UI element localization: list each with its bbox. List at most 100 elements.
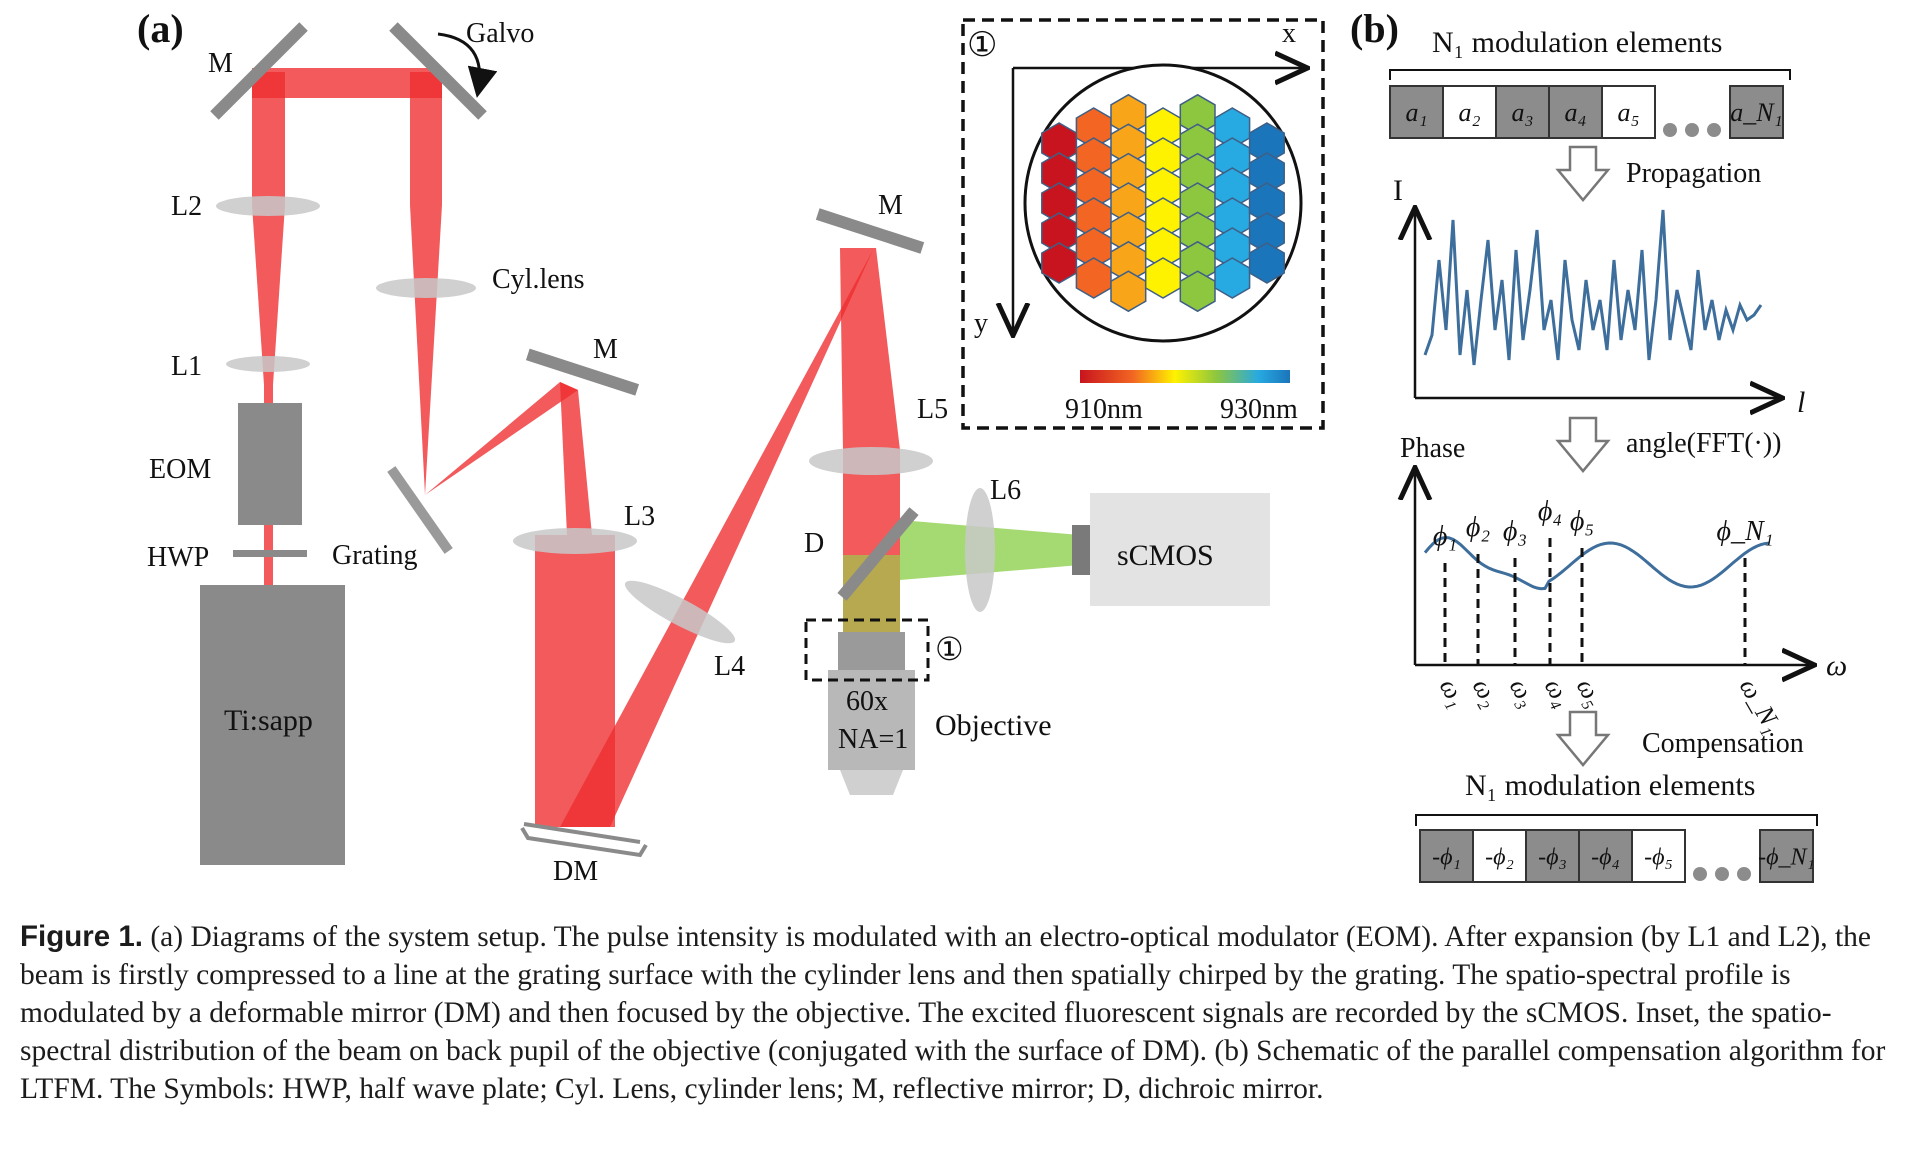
l3-label: L3 xyxy=(624,501,655,532)
lens-l6 xyxy=(965,488,995,612)
ellipsis-dot xyxy=(1715,867,1729,881)
element-label: a₁ xyxy=(1405,98,1427,127)
ellipsis-dot xyxy=(1737,867,1751,881)
element-label: -ϕ₃ xyxy=(1538,844,1567,870)
mirror-label-mid: M xyxy=(593,334,618,365)
fft-arrow xyxy=(1555,416,1611,473)
step-compensation: Compensation xyxy=(1642,728,1804,759)
laser-label: Ti:sapp xyxy=(224,704,313,737)
mirror-label-right: M xyxy=(878,190,903,221)
inset-y-label: y xyxy=(974,308,988,339)
lens-l4 xyxy=(624,580,736,644)
hexagon-grid xyxy=(1041,93,1285,313)
mirror-mid xyxy=(525,348,640,396)
freq-label: ω₁ xyxy=(1434,674,1473,712)
element-cell xyxy=(1631,829,1686,883)
hex-cell xyxy=(1248,242,1285,284)
galvo-rotation-arrow xyxy=(437,32,498,98)
position-axis-label: l xyxy=(1797,386,1805,419)
element-label: -ϕ₄ xyxy=(1591,844,1620,870)
element-cell xyxy=(1495,85,1550,139)
panel-b-label: (b) xyxy=(1350,6,1399,51)
freq-label: ω₃ xyxy=(1504,674,1543,712)
camera-label: sCMOS xyxy=(1117,539,1214,572)
freq-label: ω₅ xyxy=(1571,674,1610,712)
ellipsis-dot xyxy=(1707,123,1721,137)
top-brace xyxy=(1389,69,1791,80)
ellipsis-dot xyxy=(1663,123,1677,137)
figure-caption: Figure 1. (a) Diagrams of the system set… xyxy=(20,918,1905,1108)
wavelength-colorbar xyxy=(1080,370,1290,383)
lens-l5 xyxy=(809,447,933,475)
element-cell xyxy=(1419,829,1474,883)
panel-a-label: (a) xyxy=(137,6,184,51)
mirror-top-left xyxy=(210,22,308,120)
element-label: -ϕ₂ xyxy=(1485,844,1514,870)
inset-x-label: x xyxy=(1282,18,1296,49)
phase-label: ϕ₂ xyxy=(1466,512,1490,543)
element-cell xyxy=(1525,829,1580,883)
dichroic-mirror xyxy=(837,507,919,601)
galvo-mirror xyxy=(389,22,487,120)
lens-l1 xyxy=(226,356,310,372)
laser-beam xyxy=(252,68,900,827)
grating-label: Grating xyxy=(332,540,418,571)
phase-label: ϕ₅ xyxy=(1570,506,1594,537)
eom-box xyxy=(238,403,302,525)
l2-label: L2 xyxy=(171,191,202,222)
objective-lens-body xyxy=(828,632,915,795)
objective-na: NA=1 xyxy=(838,724,908,755)
freq-label: ω₂ xyxy=(1467,674,1506,712)
deformable-mirror xyxy=(520,822,648,858)
pupil-marker-box xyxy=(804,618,930,682)
l1-label: L1 xyxy=(171,351,202,382)
caption-body: (a) Diagrams of the system setup. The pu… xyxy=(20,921,1886,1105)
element-cell xyxy=(1389,85,1444,139)
phase-label: ϕ₃ xyxy=(1503,516,1527,547)
pupil-marker: ① xyxy=(935,631,964,667)
dm-label: DM xyxy=(553,856,598,887)
element-label: a_N₁ xyxy=(1730,98,1782,127)
wavelength-min: 910nm xyxy=(1065,394,1143,425)
phase-axis-label: Phase xyxy=(1400,433,1465,464)
caption-head: Figure 1. xyxy=(20,920,143,953)
element-label: a₃ xyxy=(1511,98,1533,127)
top-elements: a₁ a₂ a₃ a₄ a₅ a_N₁ xyxy=(1389,85,1784,139)
element-cell xyxy=(1759,829,1814,883)
compensation-arrow xyxy=(1555,710,1611,767)
phase-label: ϕ₄ xyxy=(1538,496,1562,527)
intensity-axis-label: I xyxy=(1393,174,1403,207)
grating xyxy=(387,466,453,554)
intensity-trace xyxy=(1423,209,1763,366)
laser-body xyxy=(200,585,345,865)
phase-label: ϕ_N₁ xyxy=(1717,516,1774,547)
ellipsis-dot xyxy=(1693,867,1707,881)
lens-l3 xyxy=(513,528,637,554)
hwp-label: HWP xyxy=(147,542,209,573)
l5-label: L5 xyxy=(917,394,948,425)
wavelength-max: 930nm xyxy=(1220,394,1298,425)
ellipsis-dot xyxy=(1685,123,1699,137)
cyl-lens-label: Cyl.lens xyxy=(492,264,585,295)
element-label: -ϕ₅ xyxy=(1644,844,1673,870)
camera-mount xyxy=(1072,525,1090,575)
phase-trace xyxy=(1423,535,1770,591)
mirror-label-top-left: M xyxy=(208,48,233,79)
galvo-label: Galvo xyxy=(466,18,534,49)
bottom-brace xyxy=(1415,814,1818,826)
dichroic-label: D xyxy=(804,528,824,559)
hwp-plate xyxy=(233,550,307,557)
element-label: -ϕ₁ xyxy=(1432,844,1461,870)
bottom-title: N₁ modulation elements xyxy=(1465,769,1755,802)
top-title: N₁ modulation elements xyxy=(1432,26,1722,59)
phase-label: ϕ₁ xyxy=(1433,521,1457,552)
lens-l2 xyxy=(216,196,320,216)
mirror-right xyxy=(815,208,925,254)
element-cell xyxy=(1601,85,1656,139)
element-cell xyxy=(1578,829,1633,883)
objective-label: Objective xyxy=(935,709,1052,742)
cylinder-lens xyxy=(376,278,476,298)
eom-label: EOM xyxy=(149,454,211,485)
freq-axis-label: ω xyxy=(1826,649,1847,682)
